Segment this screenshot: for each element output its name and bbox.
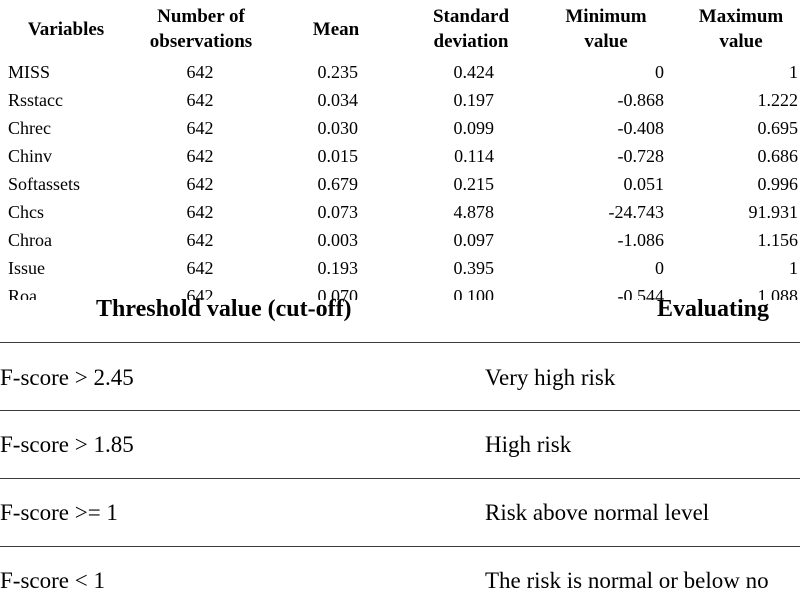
cell-mean: 0.073: [317, 202, 359, 222]
fscore-threshold-table: Threshold value (cut-off) Evaluating F-s…: [0, 292, 800, 600]
cell-observations: 642: [186, 202, 214, 222]
cell-mean: 0.003: [317, 230, 359, 250]
cell-evaluation: Risk above normal level: [485, 500, 710, 525]
cell-observations: 642: [186, 146, 214, 166]
table-rule: [0, 410, 800, 411]
table-row: MISS 642 0.235 0.424 0 1: [0, 58, 800, 86]
cell-min: 0: [655, 62, 664, 82]
cell-mean: 0.235: [317, 62, 359, 82]
cell-std: 0.114: [454, 146, 494, 166]
cell-variable: Chinv: [8, 146, 53, 166]
table-rule: [0, 478, 800, 479]
table-row: Chcs 642 0.073 4.878 -24.743 91.931: [0, 198, 800, 226]
cell-std: 0.100: [453, 286, 495, 300]
cell-observations: 642: [186, 230, 214, 250]
cell-observations: 642: [186, 62, 214, 82]
table-row: Chrec 642 0.030 0.099 -0.408 0.695: [0, 114, 800, 142]
cell-observations: 642: [186, 258, 214, 278]
cell-variable: Chcs: [8, 202, 44, 222]
cell-threshold: F-score > 1.85: [0, 432, 134, 457]
cell-evaluation: High risk: [485, 432, 572, 457]
cell-observations: 642: [186, 118, 214, 138]
cell-variable: Roa: [8, 286, 37, 300]
table-row: Chinv 642 0.015 0.114 -0.728 0.686: [0, 142, 800, 170]
cell-min: -0.868: [617, 90, 665, 110]
header-threshold-value: Threshold value (cut-off): [96, 296, 352, 322]
cell-max: 1: [789, 62, 798, 82]
table-row: Rsstacc 642 0.034 0.197 -0.868 1.222: [0, 86, 800, 114]
table-rule: [0, 546, 800, 547]
cell-max: 1.222: [757, 90, 799, 110]
cell-max: 1.088: [757, 286, 799, 300]
cell-mean: 0.030: [317, 118, 359, 138]
cell-max: 91.931: [748, 202, 799, 222]
cell-std: 0.097: [453, 230, 495, 250]
cell-std: 0.215: [453, 174, 495, 194]
table-row: Issue 642 0.193 0.395 0 1: [0, 254, 800, 282]
cell-mean: 0.070: [317, 286, 359, 300]
header-minimum-value: Minimum value: [565, 6, 647, 52]
table-row: Softassets 642 0.679 0.215 0.051 0.996: [0, 170, 800, 198]
cell-max: 1: [789, 258, 798, 278]
cell-max: 0.996: [757, 174, 799, 194]
table-row: Roa 642 0.070 0.100 -0.544 1.088: [0, 282, 800, 300]
header-mean: Mean: [312, 19, 360, 40]
cell-observations: 642: [186, 286, 214, 300]
table-rule: [0, 342, 800, 343]
header-std-deviation: Standard deviation: [432, 6, 510, 52]
cell-min: -1.086: [617, 230, 665, 250]
cell-observations: 642: [186, 90, 214, 110]
table-row: F-score >= 1 Risk above normal level: [0, 480, 800, 546]
cell-std: 0.197: [453, 90, 495, 110]
cell-evaluation: The risk is normal or below no: [485, 568, 769, 593]
cell-variable: Softassets: [8, 174, 80, 194]
stats-table-header: Variables Number of observations Mean St…: [0, 0, 800, 58]
header-observations: Number of observations: [149, 6, 253, 52]
table-row: F-score < 1 The risk is normal or below …: [0, 548, 800, 600]
cell-mean: 0.015: [317, 146, 359, 166]
cell-max: 0.695: [757, 118, 799, 138]
table-row: Chroa 642 0.003 0.097 -1.086 1.156: [0, 226, 800, 254]
cell-variable: MISS: [8, 62, 51, 82]
header-variables: Variables: [27, 19, 105, 40]
cell-threshold: F-score < 1: [0, 568, 105, 593]
cell-std: 4.878: [453, 202, 495, 222]
cell-variable: Chrec: [8, 118, 51, 138]
stats-table-body: MISS 642 0.235 0.424 0 1 Rsstacc 642 0.0…: [0, 58, 800, 300]
cell-min: -0.728: [617, 146, 665, 166]
cell-observations: 642: [186, 174, 214, 194]
cell-variable: Issue: [8, 258, 45, 278]
cell-mean: 0.193: [317, 258, 359, 278]
cell-evaluation: Very high risk: [485, 365, 616, 390]
table-row: F-score > 2.45 Very high risk: [0, 345, 800, 411]
cell-max: 1.156: [757, 230, 799, 250]
cell-std: 0.099: [453, 118, 495, 138]
cell-threshold: F-score > 2.45: [0, 365, 134, 390]
cell-max: 0.686: [757, 146, 799, 166]
table-row: F-score > 1.85 High risk: [0, 412, 800, 478]
header-evaluating: Evaluating: [657, 296, 770, 322]
cell-min: -0.408: [617, 118, 665, 138]
cell-std: 0.395: [453, 258, 495, 278]
header-maximum-value: Maximum value: [698, 6, 784, 52]
cell-std: 0.424: [453, 62, 495, 82]
cell-mean: 0.034: [317, 90, 359, 110]
cell-min: 0.051: [623, 174, 665, 194]
descriptive-statistics-table: Variables Number of observations Mean St…: [0, 0, 800, 300]
cell-min: 0: [655, 258, 664, 278]
cell-min: -0.544: [617, 286, 665, 300]
cell-mean: 0.679: [317, 174, 359, 194]
cell-variable: Rsstacc: [8, 90, 63, 110]
cell-threshold: F-score >= 1: [0, 500, 118, 525]
cell-min: -24.743: [608, 202, 665, 222]
cell-variable: Chroa: [8, 230, 52, 250]
